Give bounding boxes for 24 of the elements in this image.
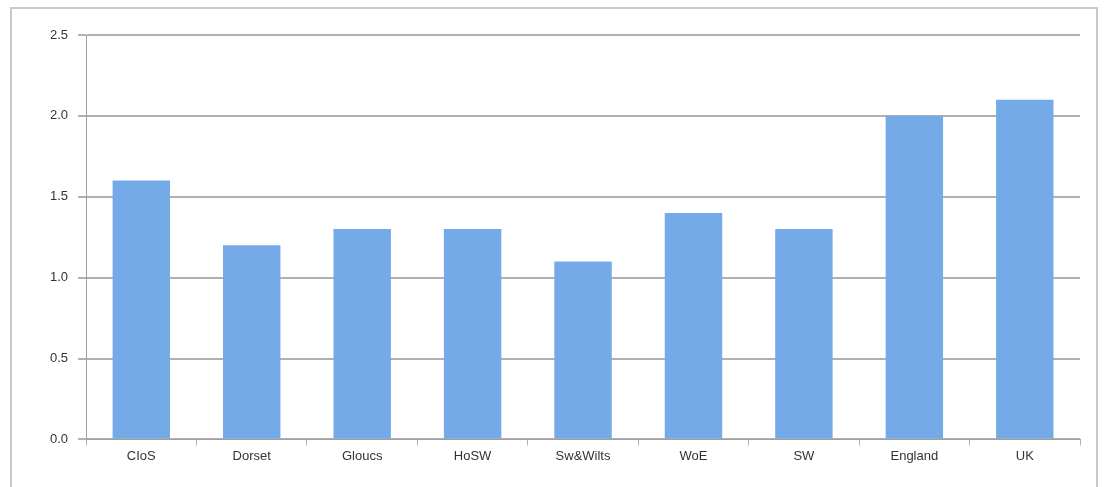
y-tick-label: 0.0 — [49, 430, 69, 446]
y-tick-label: 1.5 — [49, 188, 69, 204]
x-tick-label: CIoS — [126, 447, 157, 463]
x-tick-label: WoE — [679, 447, 708, 463]
bar — [996, 99, 1054, 439]
x-tick-label: Gloucs — [341, 447, 383, 463]
bar — [333, 229, 391, 439]
y-tick-label: 2.0 — [49, 107, 69, 123]
bar — [885, 115, 944, 439]
x-tick-label: England — [890, 447, 939, 463]
x-tick-label: Sw&Wilts — [555, 447, 611, 463]
y-tick-label: 0.5 — [49, 350, 69, 366]
bar — [554, 261, 612, 439]
bar — [112, 180, 170, 439]
y-tick-label: 2.5 — [49, 26, 69, 42]
bar — [223, 245, 281, 439]
x-tick-label: HoSW — [453, 447, 493, 463]
bar — [664, 212, 723, 439]
bar — [443, 229, 502, 439]
bar — [775, 229, 833, 439]
x-tick-label: UK — [1015, 447, 1035, 463]
y-tick-label: 1.0 — [49, 269, 69, 285]
x-tick-label: Dorset — [232, 447, 272, 463]
x-tick-label: SW — [793, 447, 816, 463]
